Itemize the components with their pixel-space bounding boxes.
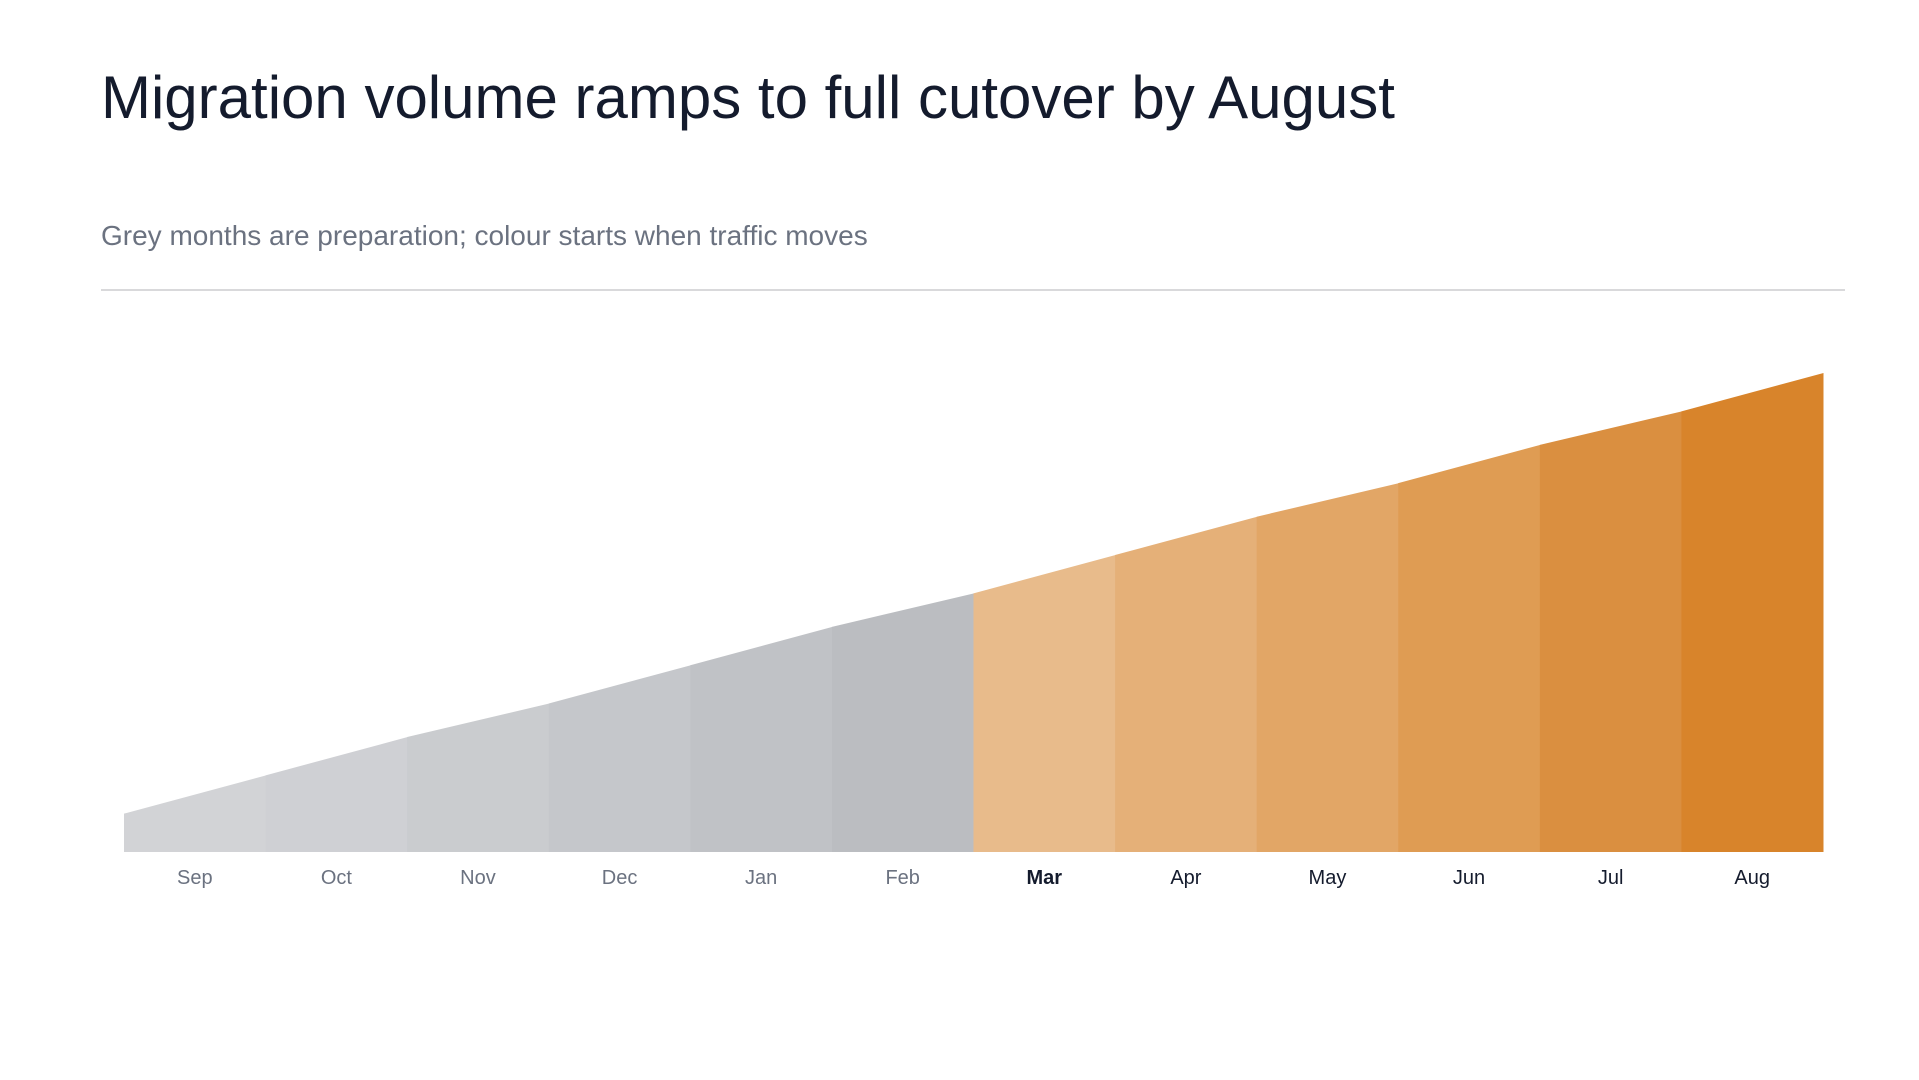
area-segment xyxy=(973,555,1116,852)
area-segment xyxy=(1115,516,1258,852)
x-tick-label: May xyxy=(1309,867,1347,889)
chart-subtitle: Grey months are preparation; colour star… xyxy=(101,220,868,251)
x-tick-label: Jul xyxy=(1598,867,1624,889)
area-segment xyxy=(690,626,833,852)
x-tick-label: Nov xyxy=(460,867,496,889)
x-tick-label: Oct xyxy=(321,867,353,889)
chart-title: Migration volume ramps to full cutover b… xyxy=(101,64,1395,131)
area-segment xyxy=(548,665,691,852)
x-tick-label: Feb xyxy=(885,867,919,889)
x-tick-label: Aug xyxy=(1734,867,1770,889)
x-tick-label: Jun xyxy=(1453,867,1485,889)
x-tick-label: Sep xyxy=(177,867,213,889)
x-tick-label: Dec xyxy=(602,867,638,889)
plot-area: Sep Oct Nov Dec Jan Feb Mar Apr May Jun Jul Aug xyxy=(124,373,1824,889)
area-segment xyxy=(407,703,550,852)
area-segment xyxy=(124,775,267,852)
area-segment xyxy=(1256,483,1399,852)
x-tick-label: Mar xyxy=(1027,867,1063,889)
area-segment xyxy=(265,737,408,852)
area-segment xyxy=(1539,411,1682,852)
x-tick-label: Jan xyxy=(745,867,777,889)
area-segment xyxy=(831,593,974,852)
area-segment xyxy=(1398,444,1541,852)
x-tick-label: Apr xyxy=(1170,867,1201,889)
area-segment xyxy=(1681,373,1824,852)
